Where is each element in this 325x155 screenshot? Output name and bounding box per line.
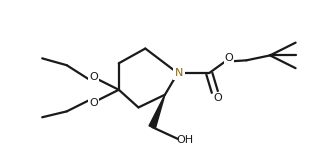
Text: OH: OH	[176, 135, 193, 145]
Text: O: O	[89, 97, 98, 108]
Text: N: N	[175, 68, 183, 78]
Text: O: O	[89, 72, 98, 82]
Polygon shape	[149, 95, 165, 128]
Text: O: O	[225, 53, 233, 63]
Text: O: O	[214, 93, 222, 103]
